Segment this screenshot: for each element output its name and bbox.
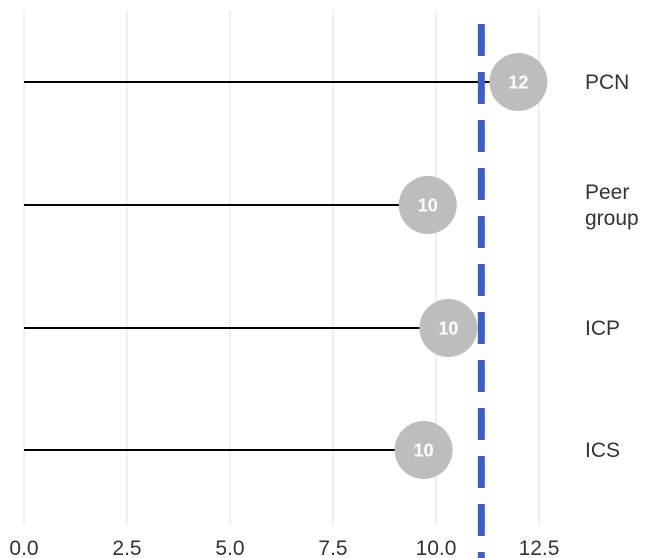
data-label-1: 10 (418, 196, 438, 216)
marker-3 (394, 421, 453, 479)
x-tick-label-3: 7.5 (318, 537, 347, 558)
grid-lines (23, 10, 540, 525)
marker-2 (419, 299, 478, 357)
x-tick-label-1: 2.5 (112, 537, 141, 558)
x-tick-label-4: 10.0 (416, 537, 457, 558)
category-label-1: Peer group (585, 181, 639, 230)
category-label-3: ICS (585, 439, 620, 462)
category-label-2: ICP (585, 317, 620, 340)
stems (24, 81, 519, 451)
markers: 12 10 10 10 (394, 53, 548, 479)
marker-0 (489, 53, 548, 111)
data-label-0: 12 (508, 73, 528, 93)
x-axis-ticks: 0.0 2.5 5.0 7.5 10.0 12.5 (9, 537, 559, 558)
x-tick-label-2: 5.0 (215, 537, 244, 558)
x-tick-label-0: 0.0 (9, 537, 38, 558)
category-label-0: PCN (585, 71, 629, 94)
data-label-3: 10 (414, 441, 434, 461)
data-label-2: 10 (438, 319, 458, 339)
x-tick-label-5: 12.5 (519, 537, 560, 558)
category-labels: PCN Peer group ICP ICS (585, 71, 639, 462)
marker-1 (398, 176, 457, 234)
